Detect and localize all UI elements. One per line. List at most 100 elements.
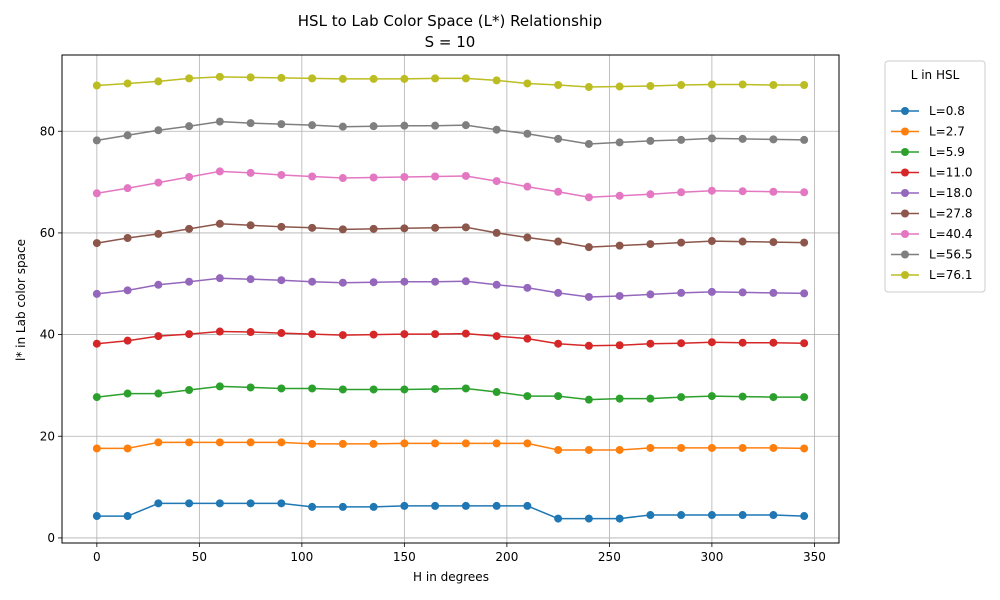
data-point xyxy=(246,328,255,337)
series-line xyxy=(96,277,805,298)
series-line xyxy=(96,76,805,88)
data-point xyxy=(523,501,532,510)
data-point xyxy=(584,83,593,92)
legend-item: L=5.9 xyxy=(891,145,965,159)
x-tick-label: 200 xyxy=(495,550,518,564)
legend-item: L=40.4 xyxy=(891,227,972,241)
data-point xyxy=(800,393,809,402)
data-point xyxy=(308,439,317,448)
series xyxy=(92,219,809,252)
data-point xyxy=(800,80,809,89)
data-point xyxy=(461,223,470,232)
data-point xyxy=(800,188,809,197)
y-tick-label: 0 xyxy=(47,531,55,545)
data-point xyxy=(769,135,778,144)
data-point xyxy=(246,499,255,508)
data-point xyxy=(492,388,501,397)
data-point xyxy=(92,189,101,198)
data-point xyxy=(646,240,655,249)
legend-marker xyxy=(901,127,909,136)
data-point xyxy=(492,76,501,85)
x-tick-label: 150 xyxy=(393,550,416,564)
y-tick-label: 40 xyxy=(40,328,55,342)
y-tick-label: 80 xyxy=(40,124,55,138)
data-point xyxy=(554,288,563,297)
data-point xyxy=(800,339,809,348)
data-point xyxy=(646,290,655,299)
data-point xyxy=(738,443,747,452)
data-point xyxy=(584,243,593,252)
data-point xyxy=(123,131,132,140)
legend-items: L=0.8 L=2.7 L=5.9 L=11.0 L=18.0 L=27.8 L=40.4 L… xyxy=(891,104,972,282)
data-point xyxy=(338,225,347,234)
data-point xyxy=(400,224,409,233)
data-point xyxy=(461,501,470,510)
data-point xyxy=(646,82,655,91)
data-point xyxy=(369,74,378,83)
data-point xyxy=(246,119,255,128)
data-point xyxy=(154,389,163,398)
data-point xyxy=(400,439,409,448)
data-point xyxy=(308,172,317,181)
data-point xyxy=(308,502,317,511)
data-point xyxy=(338,174,347,183)
legend-marker xyxy=(901,148,909,156)
data-point xyxy=(185,499,194,508)
data-point xyxy=(584,193,593,202)
data-point xyxy=(338,385,347,394)
data-point xyxy=(123,444,132,453)
series xyxy=(92,382,809,404)
data-point xyxy=(246,383,255,392)
data-point xyxy=(431,121,440,130)
data-point xyxy=(584,341,593,350)
data-point xyxy=(400,277,409,286)
data-point xyxy=(92,81,101,90)
data-point xyxy=(123,389,132,398)
chart-title: HSL to Lab Color Space (L*) Relationship xyxy=(298,12,602,30)
data-point xyxy=(738,338,747,347)
data-point xyxy=(554,445,563,454)
data-point xyxy=(215,438,224,447)
chart-subtitle: S = 10 xyxy=(425,33,476,51)
data-point xyxy=(338,122,347,131)
legend-label: L=56.5 xyxy=(929,248,972,262)
data-point xyxy=(92,444,101,453)
data-point xyxy=(677,135,686,144)
data-point xyxy=(615,241,624,250)
data-point xyxy=(431,277,440,286)
data-point xyxy=(769,187,778,196)
data-point xyxy=(677,511,686,520)
legend-label: L=76.1 xyxy=(929,268,972,282)
data-point xyxy=(338,331,347,340)
data-point xyxy=(123,336,132,345)
legend-marker xyxy=(901,189,909,197)
data-point xyxy=(707,443,716,452)
data-point xyxy=(615,82,624,91)
legend-label: L=0.8 xyxy=(929,104,965,118)
data-point xyxy=(800,512,809,521)
series xyxy=(92,327,809,350)
data-point xyxy=(369,278,378,287)
data-point xyxy=(492,439,501,448)
data-point xyxy=(646,443,655,452)
data-point xyxy=(154,126,163,135)
data-point xyxy=(492,501,501,510)
series-line xyxy=(96,441,805,451)
data-point xyxy=(277,222,286,231)
data-point xyxy=(277,120,286,129)
data-point xyxy=(492,332,501,341)
data-point xyxy=(185,224,194,233)
x-tick-label: 50 xyxy=(192,550,207,564)
data-point xyxy=(461,329,470,338)
data-point xyxy=(523,79,532,88)
data-point xyxy=(800,289,809,298)
data-point xyxy=(154,499,163,508)
y-tick-label: 20 xyxy=(40,429,55,443)
data-point xyxy=(615,445,624,454)
data-point xyxy=(123,184,132,193)
data-point xyxy=(800,238,809,247)
data-point xyxy=(554,237,563,246)
data-point xyxy=(154,229,163,238)
plot-frame xyxy=(61,54,840,544)
data-point xyxy=(707,186,716,195)
